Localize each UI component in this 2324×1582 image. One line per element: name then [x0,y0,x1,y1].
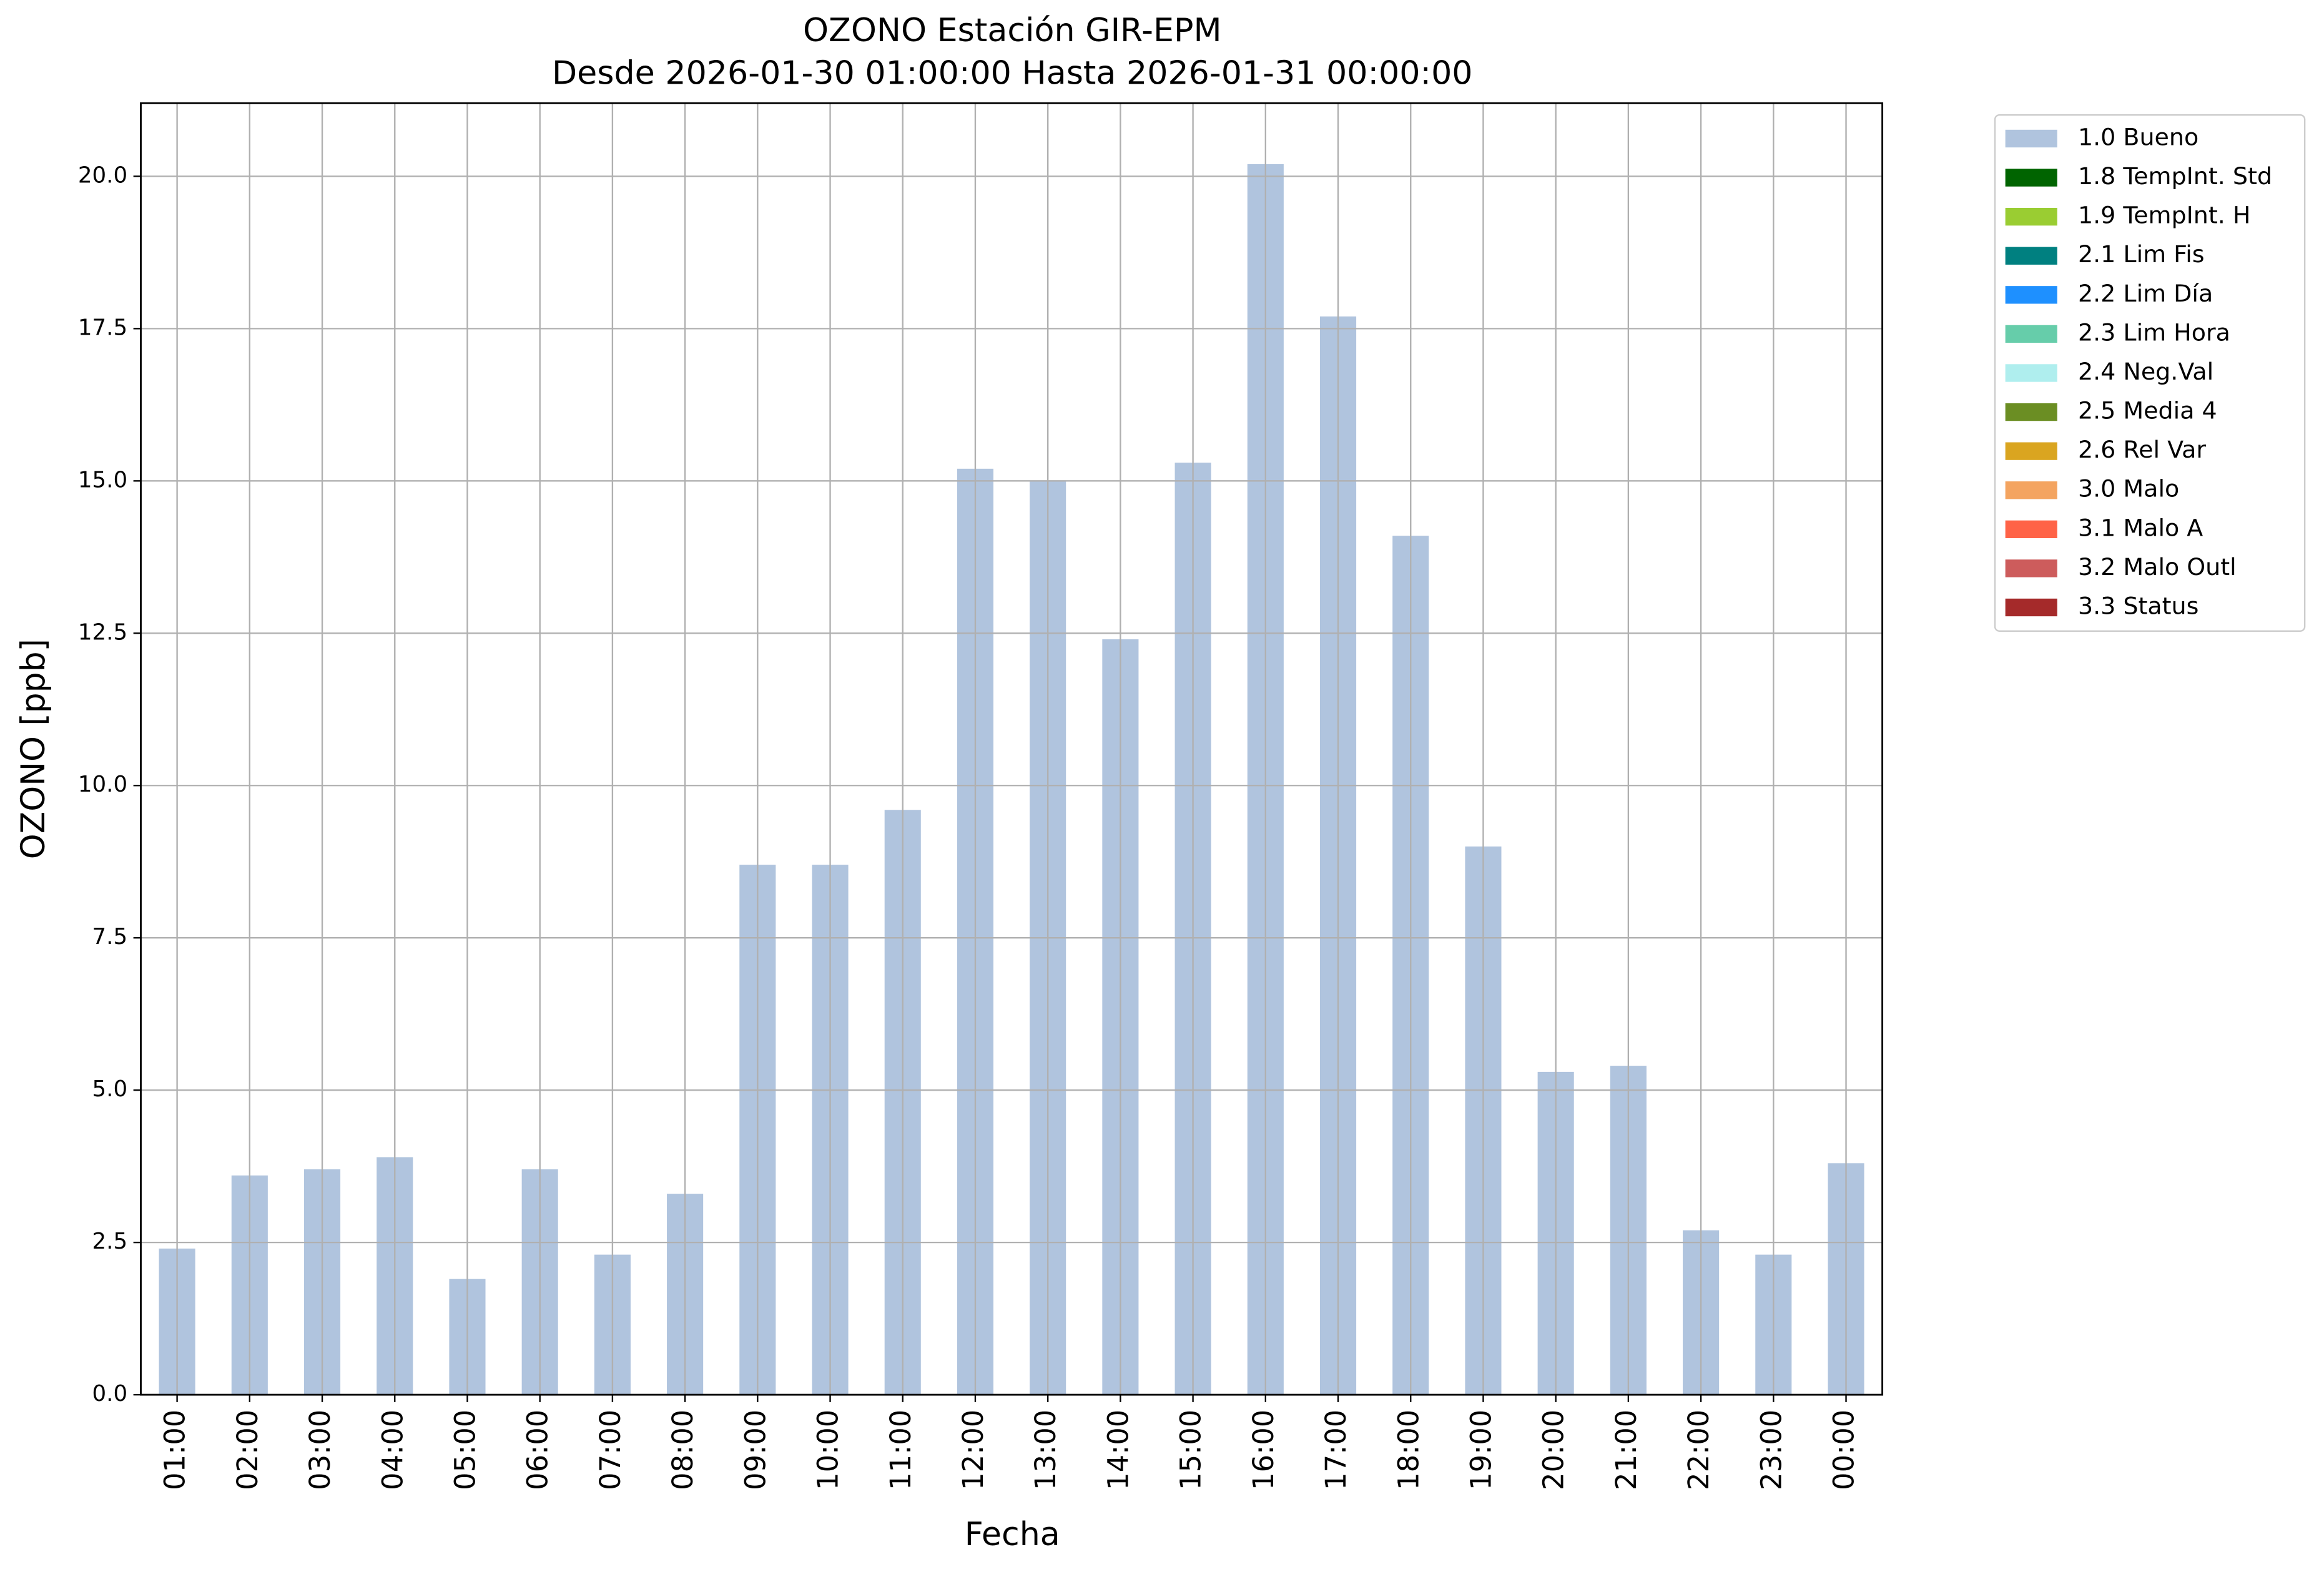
x-tick-label: 08:00 [666,1410,699,1490]
legend-swatch [2005,364,2057,382]
x-tick-label: 17:00 [1319,1410,1352,1490]
plot-area [140,103,1883,1396]
x-tick-label: 07:00 [594,1410,627,1490]
legend-box [1994,114,2306,632]
legend-label: 2.6 Rel Var [2078,436,2206,463]
x-tick-label: 06:00 [521,1410,554,1490]
x-tick-label: 12:00 [957,1410,990,1490]
y-tick-label: 5.0 [92,1076,128,1102]
x-tick-label: 22:00 [1682,1410,1715,1490]
legend-swatch [2005,129,2057,148]
x-tick-label: 15:00 [1174,1410,1208,1490]
x-tick-label: 09:00 [739,1410,772,1490]
chart-subtitle: Desde 2026-01-30 01:00:00 Hasta 2026-01-… [552,55,1473,92]
legend: 1.0 Bueno 1.8 TempInt. Std 1.9 TempInt. H 2… [2005,124,2272,620]
legend-label: 3.2 Malo Outl [2078,553,2237,581]
legend-label: 2.3 Lim Hora [2078,318,2230,346]
y-tick-label: 0.0 [92,1381,128,1407]
y-axis-label: OZONO [ppb] [15,639,52,859]
legend-swatch [2005,325,2057,343]
legend-swatch [2005,598,2057,617]
legend-label: 3.3 Status [2078,592,2198,620]
chart-title: OZONO Estación GIR-EPM [803,12,1222,49]
legend-swatch [2005,403,2057,421]
x-tick-label: 03:00 [303,1410,337,1490]
x-tick-label: 04:00 [376,1410,409,1490]
legend-label: 2.1 Lim Fis [2078,240,2205,268]
y-tick-label: 12.5 [78,619,127,645]
x-tick-label: 18:00 [1392,1410,1425,1490]
legend-swatch [2005,207,2057,226]
x-tick-label: 16:00 [1247,1410,1280,1490]
legend-swatch [2005,286,2057,304]
x-tick-label: 14:00 [1101,1410,1135,1490]
legend-label: 2.4 Neg.Val [2078,358,2213,385]
legend-label: 1.9 TempInt. H [2078,202,2251,229]
legend-label: 3.1 Malo A [2078,514,2203,541]
legend-label: 1.8 TempInt. Std [2078,162,2272,190]
x-tick-label: 00:00 [1827,1410,1860,1490]
legend-swatch [2005,247,2057,265]
y-tick-label: 17.5 [78,315,127,340]
legend-label: 2.5 Media 4 [2078,397,2217,425]
x-tick-label: 10:00 [811,1410,844,1490]
x-tick-label: 21:00 [1610,1410,1643,1490]
x-tick-label: 01:00 [159,1410,192,1490]
y-tick-label: 2.5 [92,1229,128,1254]
y-tick-label: 15.0 [78,467,127,493]
x-tick-label: 05:00 [448,1410,481,1490]
x-tick-label: 11:00 [884,1410,917,1490]
y-tick-label: 7.5 [92,924,128,950]
x-tick-label: 20:00 [1537,1410,1570,1490]
x-axis-label: Fecha [965,1516,1060,1553]
x-tick-label: 23:00 [1755,1410,1788,1490]
y-tick-label: 20.0 [78,162,127,188]
y-tick-label: 10.0 [78,772,127,797]
legend-swatch [2005,169,2057,187]
legend-swatch [2005,442,2057,460]
x-tick-label: 13:00 [1029,1410,1062,1490]
legend-label: 3.0 Malo [2078,475,2179,503]
x-tick-label: 02:00 [231,1410,264,1490]
legend-swatch [2005,559,2057,577]
legend-swatch [2005,520,2057,538]
legend-swatch [2005,481,2057,499]
x-tick-label: 19:00 [1464,1410,1497,1490]
legend-label: 1.0 Bueno [2078,124,2198,151]
legend-label: 2.2 Lim Día [2078,280,2213,307]
plot-frame [140,102,1884,1396]
